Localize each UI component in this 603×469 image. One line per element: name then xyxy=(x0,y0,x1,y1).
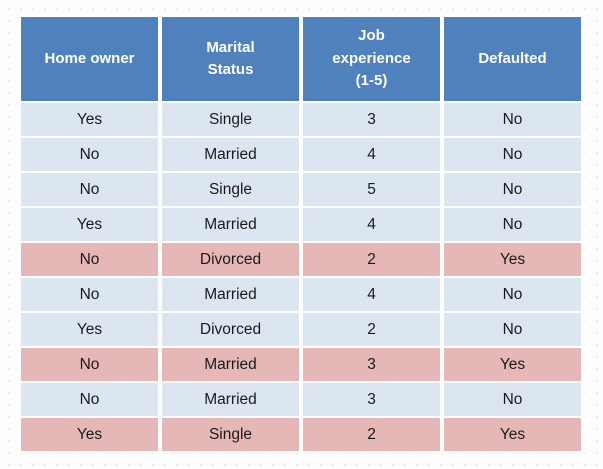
table-body: Yes Single 3 No No Married 4 No No Single 5 No Yes Ma… xyxy=(21,103,581,451)
table-cell: 4 xyxy=(303,278,440,311)
table-row: No Single 5 No xyxy=(21,173,581,206)
header-label: Marital Status xyxy=(206,38,255,79)
table-cell: Married xyxy=(162,348,299,381)
table-row: Yes Single 3 No xyxy=(21,103,581,136)
table-row: No Married 4 No xyxy=(21,278,581,311)
table-cell: No xyxy=(21,138,158,171)
table-cell: Single xyxy=(162,173,299,206)
table-cell: 5 xyxy=(303,173,440,206)
header-label: Defaulted xyxy=(478,49,547,67)
table-cell: No xyxy=(444,173,581,206)
table-cell: Yes xyxy=(444,243,581,276)
header-cell-marital-status: Marital Status xyxy=(162,17,299,101)
table-cell: No xyxy=(444,103,581,136)
table-cell: 2 xyxy=(303,418,440,451)
table-cell: 4 xyxy=(303,138,440,171)
header-cell-home-owner: Home owner xyxy=(21,17,158,101)
table-cell: 3 xyxy=(303,383,440,416)
data-table: Home owner Marital Status Job experience… xyxy=(17,15,585,453)
header-row: Home owner Marital Status Job experience… xyxy=(21,17,581,101)
table-cell: No xyxy=(444,138,581,171)
table-row: No Married 3 No xyxy=(21,383,581,416)
table-cell: Married xyxy=(162,208,299,241)
header-cell-defaulted: Defaulted xyxy=(444,17,581,101)
table-cell: Divorced xyxy=(162,313,299,346)
table-cell: No xyxy=(21,173,158,206)
header-label: Job experience (1-5) xyxy=(332,27,411,90)
table-row: Yes Single 2 Yes xyxy=(21,418,581,451)
data-table-container: Home owner Marital Status Job experience… xyxy=(17,15,585,453)
table-cell: No xyxy=(21,383,158,416)
table-cell: No xyxy=(444,383,581,416)
table-row: No Married 4 No xyxy=(21,138,581,171)
header-label: Home owner xyxy=(44,49,135,67)
table-cell: 2 xyxy=(303,313,440,346)
table-cell: No xyxy=(444,313,581,346)
table-cell: Yes xyxy=(21,313,158,346)
table-row: No Divorced 2 Yes xyxy=(21,243,581,276)
table-cell: Married xyxy=(162,138,299,171)
table-cell: Married xyxy=(162,278,299,311)
table-cell: Married xyxy=(162,383,299,416)
table-cell: Yes xyxy=(21,418,158,451)
table-cell: 4 xyxy=(303,208,440,241)
table-cell: 3 xyxy=(303,348,440,381)
table-cell: Yes xyxy=(21,103,158,136)
table-cell: Divorced xyxy=(162,243,299,276)
table-cell: Single xyxy=(162,103,299,136)
table-cell: 2 xyxy=(303,243,440,276)
table-cell: Yes xyxy=(444,418,581,451)
table-row: Yes Married 4 No xyxy=(21,208,581,241)
table-cell: Single xyxy=(162,418,299,451)
table-cell: No xyxy=(21,348,158,381)
table-row: Yes Divorced 2 No xyxy=(21,313,581,346)
table-cell: No xyxy=(444,208,581,241)
table-row: No Married 3 Yes xyxy=(21,348,581,381)
table-cell: No xyxy=(21,243,158,276)
table-cell: Yes xyxy=(444,348,581,381)
table-cell: 3 xyxy=(303,103,440,136)
table-cell: No xyxy=(444,278,581,311)
header-cell-job-experience: Job experience (1-5) xyxy=(303,17,440,101)
table-cell: No xyxy=(21,278,158,311)
table-cell: Yes xyxy=(21,208,158,241)
